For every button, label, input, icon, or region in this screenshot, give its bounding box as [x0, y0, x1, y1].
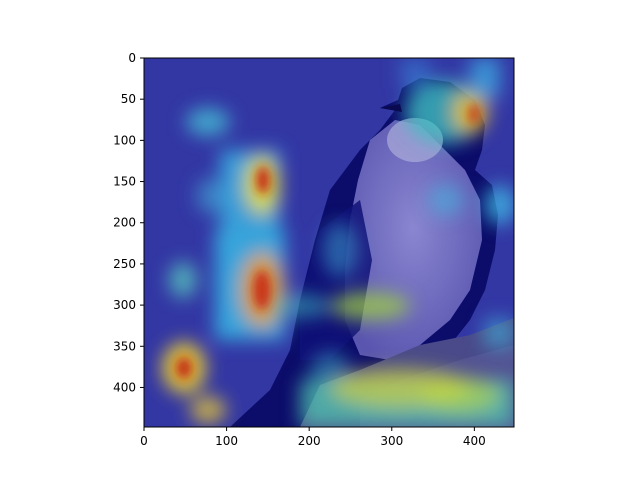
heatmap-overlay: [162, 58, 514, 427]
x-tick-label: 100: [215, 434, 238, 448]
y-tick-label: 350: [113, 339, 136, 353]
x-tick-label: 200: [298, 434, 321, 448]
y-tick-label: 300: [113, 298, 136, 312]
x-tick-label: 0: [140, 434, 148, 448]
y-tick-label: 0: [128, 51, 136, 65]
y-tick-label: 150: [113, 175, 136, 189]
y-tick-label: 250: [113, 257, 136, 271]
y-tick-label: 100: [113, 133, 136, 147]
heatmap-image: [144, 58, 514, 427]
y-tick-label: 200: [113, 216, 136, 230]
x-axis: 0 100 200 300 400: [140, 427, 486, 448]
y-tick-label: 400: [113, 380, 136, 394]
x-tick-label: 400: [463, 434, 486, 448]
axes-frame: [143, 57, 515, 428]
y-tick-label: 50: [121, 92, 136, 106]
y-axis: 0 50 100 150 200 250 300 350 400: [113, 51, 144, 394]
x-tick-label: 300: [380, 434, 403, 448]
